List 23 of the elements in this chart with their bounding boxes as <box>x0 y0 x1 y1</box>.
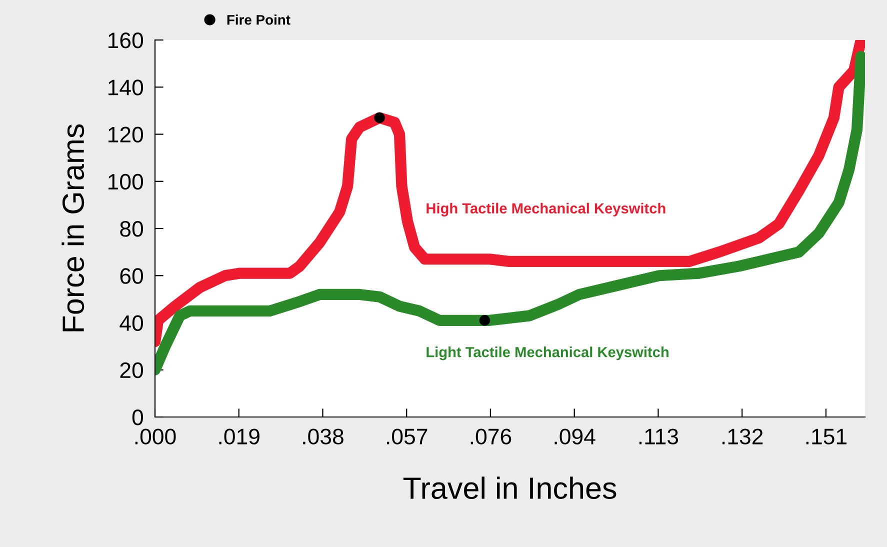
y-tick-label: 80 <box>120 221 144 237</box>
x-axis-title: Travel in Inches <box>403 476 616 500</box>
x-tick-label: .151 <box>806 428 846 444</box>
y-tick-label: 120 <box>108 126 144 143</box>
y-tick-label: 160 <box>108 32 144 48</box>
x-tick-label: .057 <box>387 428 428 444</box>
series-label: Light Tactile Mechanical Keyswitch <box>426 346 668 360</box>
x-tick-label: .132 <box>722 428 763 444</box>
legend-label: Fire Point <box>227 14 290 25</box>
y-tick-label: 60 <box>120 268 144 284</box>
y-axis-title: Force in Grams <box>62 124 84 332</box>
x-tick-label: .019 <box>219 428 260 444</box>
x-tick-label: .076 <box>470 428 512 444</box>
x-tick-label: .000 <box>135 428 176 444</box>
y-tick-label: 100 <box>108 174 144 190</box>
x-tick-label: .113 <box>639 428 678 444</box>
x-tick-label: .094 <box>554 428 596 444</box>
x-tick-label: .038 <box>303 428 344 444</box>
y-tick-label: 20 <box>120 362 144 378</box>
y-tick-label: 40 <box>120 315 144 332</box>
y-tick-label: 140 <box>108 80 144 96</box>
series-label: High Tactile Mechanical Keyswitch <box>426 202 666 216</box>
y-tick-label: 0 <box>132 410 144 426</box>
